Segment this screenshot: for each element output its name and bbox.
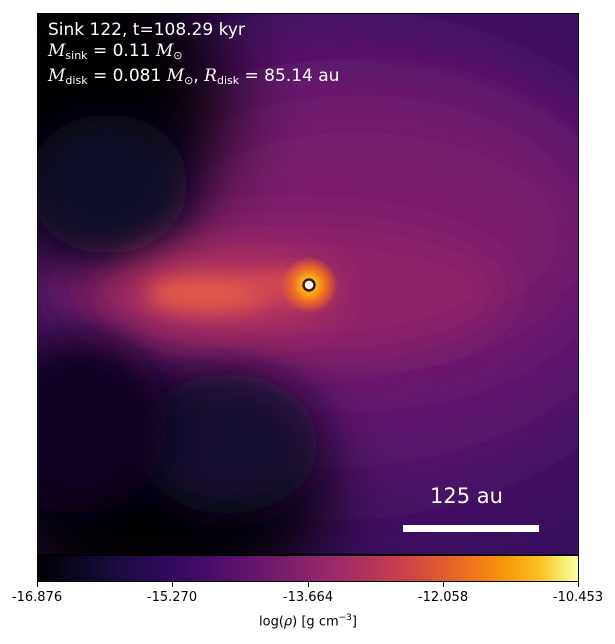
- colorbar: [37, 555, 579, 582]
- colorbar-tick-label: -16.876: [11, 590, 63, 605]
- colorbar-tick: [37, 582, 38, 587]
- sink-mass: Msink = 0.11 M⊙: [48, 41, 183, 62]
- colorbar-tick: [578, 582, 579, 587]
- colorbar-tick-label: -13.664: [282, 590, 334, 605]
- colorbar-tick: [308, 582, 309, 587]
- sink-marker: [302, 278, 316, 292]
- sink-info-annotation: Sink 122, t=108.29 kyr Msink = 0.11 M⊙ M…: [48, 20, 339, 91]
- scale-bar: [403, 525, 539, 532]
- density-map-panel: Sink 122, t=108.29 kyr Msink = 0.11 M⊙ M…: [37, 13, 579, 555]
- colorbar-tick: [443, 582, 444, 587]
- colorbar-tick-label: -10.453: [552, 590, 604, 605]
- disk-properties: Mdisk = 0.081 M⊙, Rdisk = 85.14 au: [48, 66, 340, 87]
- scale-bar-label: 125 au: [430, 484, 503, 508]
- colorbar-label: log(ρ) [g cm−3]: [259, 613, 357, 630]
- colorbar-tick-label: -15.270: [146, 590, 198, 605]
- colorbar-tick: [172, 582, 173, 587]
- sink-title: Sink 122, t=108.29 kyr: [48, 20, 245, 40]
- density-map-image: [38, 14, 578, 554]
- colorbar-tick-label: -12.058: [417, 590, 469, 605]
